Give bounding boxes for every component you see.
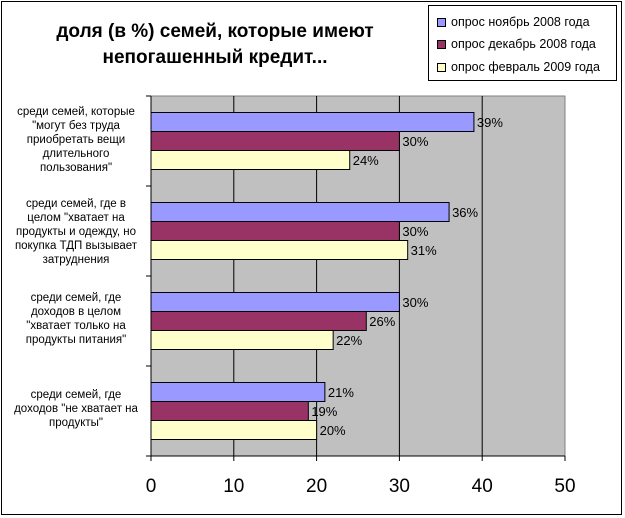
bar-1-series-2 — [150, 131, 400, 151]
x-tick-label-30: 30 — [389, 476, 410, 497]
chart-title: доля (в %) семей, которые имеют непогаше… — [56, 21, 374, 68]
data-label-3-series-3: 22% — [336, 333, 362, 348]
bar-2-series-2 — [150, 221, 400, 241]
x-tick-label-50: 50 — [554, 476, 575, 497]
data-label-4-series-2: 19% — [311, 404, 337, 419]
data-label-2-series-1: 36% — [452, 205, 478, 220]
legend-swatch-dec-2008 — [437, 39, 446, 49]
x-tick-label-0: 0 — [146, 476, 157, 497]
bar-4-series-2 — [150, 401, 309, 421]
bar-4-series-3 — [150, 420, 318, 440]
data-label-3-series-1: 30% — [402, 295, 428, 310]
x-tick-label-20: 20 — [306, 476, 327, 497]
legend-swatch-nov-2008 — [437, 17, 446, 27]
bar-1-series-3 — [150, 150, 351, 170]
legend-label-nov-2008: опрос ноябрь 2008 года — [451, 15, 590, 29]
category-label-3: среди семей, где доходов в целом "хватае… — [25, 292, 127, 346]
category-label-2: среди семей, где в целом "хватает на про… — [14, 198, 138, 266]
data-label-1-series-1: 39% — [477, 115, 503, 130]
legend-item-nov-2008: опрос ноябрь 2008 года — [437, 14, 590, 30]
category-label-1: среди семей, которые "могут без труда пр… — [17, 106, 135, 174]
legend-item-feb-2009: опрос февраль 2009 года — [437, 59, 600, 75]
data-label-2-series-3: 31% — [411, 243, 437, 258]
data-label-4-series-3: 20% — [320, 423, 346, 438]
legend-label-feb-2009: опрос февраль 2009 года — [451, 60, 600, 74]
chart-legend: опрос ноябрь 2008 года опрос декабрь 200… — [428, 5, 617, 81]
data-label-1-series-2: 30% — [402, 134, 428, 149]
bar-2-series-3 — [150, 240, 409, 260]
bar-3-series-2 — [150, 311, 367, 331]
legend-label-dec-2008: опрос декабрь 2008 года — [451, 37, 596, 51]
data-label-1-series-3: 24% — [353, 153, 379, 168]
legend-item-dec-2008: опрос декабрь 2008 года — [437, 36, 596, 52]
category-label-4: среди семей, где доходов "не хватает на … — [14, 389, 138, 429]
bar-3-series-1 — [150, 292, 400, 312]
legend-swatch-feb-2009 — [437, 62, 446, 72]
bar-2-series-1 — [150, 202, 450, 222]
data-label-4-series-1: 21% — [328, 385, 354, 400]
bar-4-series-1 — [150, 382, 326, 402]
x-tick-label-10: 10 — [223, 476, 244, 497]
x-tick-label-40: 40 — [472, 476, 493, 497]
bar-3-series-3 — [150, 330, 334, 350]
data-label-2-series-2: 30% — [402, 224, 428, 239]
data-label-3-series-2: 26% — [369, 314, 395, 329]
bar-1-series-1 — [150, 112, 475, 132]
